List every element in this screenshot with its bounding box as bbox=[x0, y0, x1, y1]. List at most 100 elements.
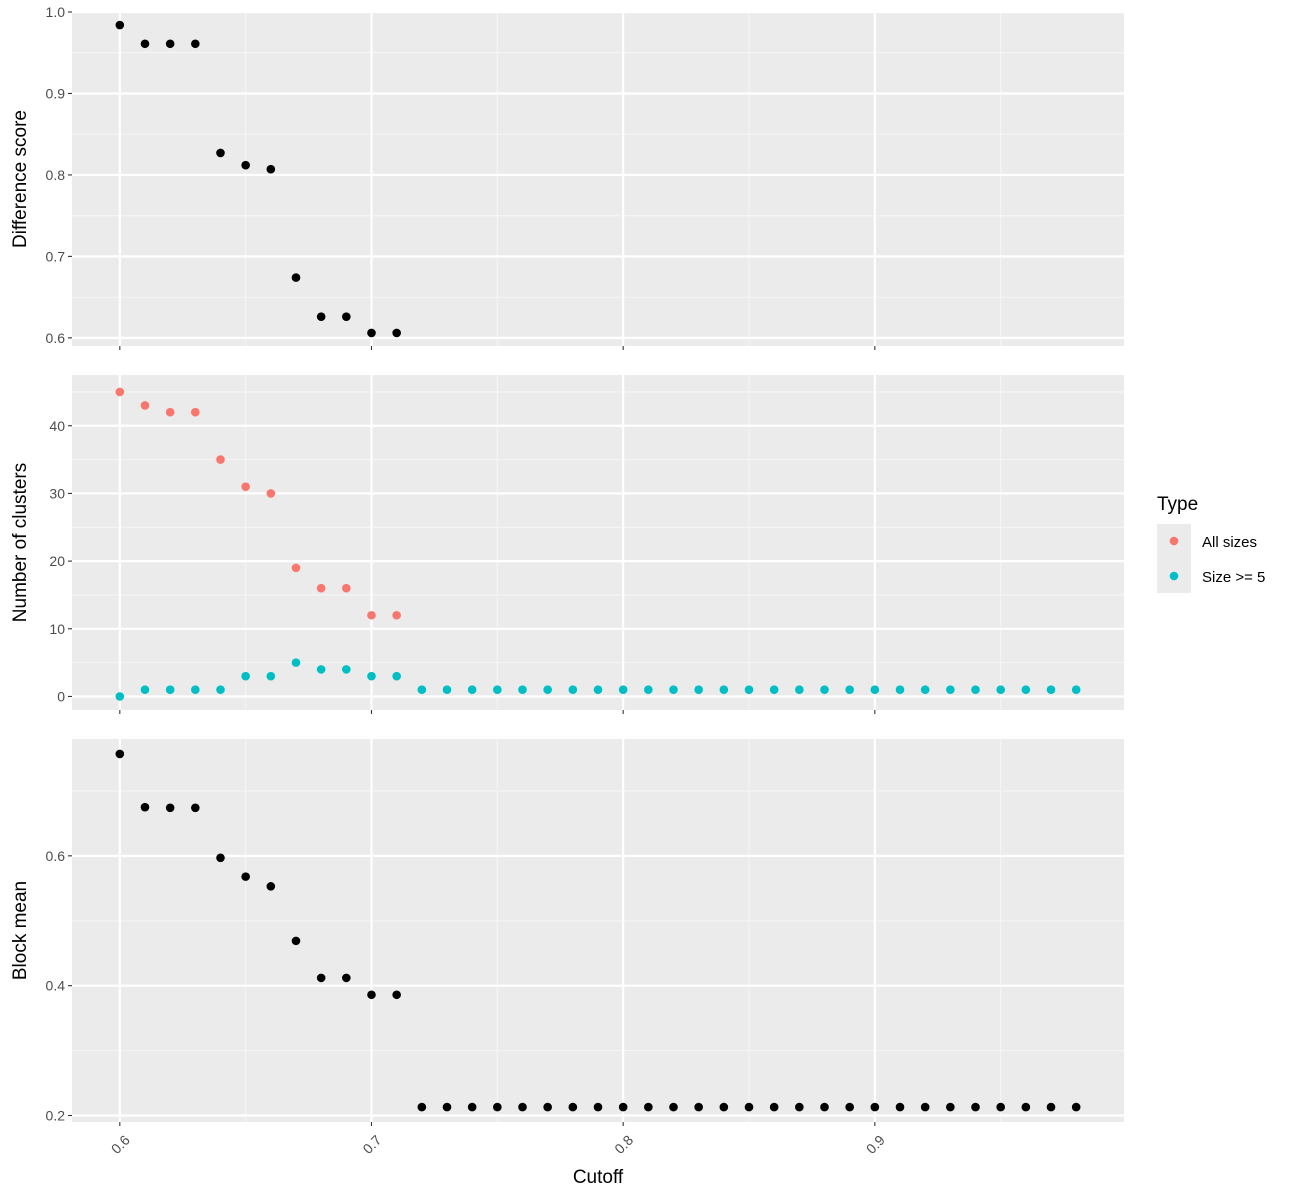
data-point bbox=[115, 749, 125, 759]
data-point bbox=[241, 482, 250, 491]
data-point bbox=[895, 1102, 905, 1112]
y-tick-label: 0.8 bbox=[46, 167, 66, 183]
data-point bbox=[291, 273, 301, 282]
data-point bbox=[291, 658, 301, 667]
data-point bbox=[140, 401, 150, 410]
data-point bbox=[342, 665, 351, 674]
data-point bbox=[367, 328, 376, 338]
data-point bbox=[467, 685, 477, 694]
data-point bbox=[140, 685, 150, 694]
data-point bbox=[342, 973, 351, 983]
data-point bbox=[568, 1102, 578, 1112]
data-point bbox=[367, 671, 376, 681]
data-point bbox=[493, 685, 502, 694]
data-point bbox=[593, 685, 603, 694]
y-tick-label: 0.6 bbox=[46, 848, 66, 864]
y-tick-label: 10 bbox=[49, 621, 65, 637]
data-point bbox=[165, 407, 175, 417]
data-point bbox=[266, 489, 276, 498]
data-point bbox=[845, 1102, 854, 1112]
data-point bbox=[744, 1102, 754, 1112]
data-point bbox=[1021, 1102, 1031, 1112]
data-point bbox=[568, 685, 578, 694]
data-point bbox=[316, 583, 326, 593]
data-point bbox=[518, 1102, 527, 1112]
x-axis-title: Cutoff bbox=[573, 1167, 624, 1188]
data-point bbox=[266, 882, 276, 891]
y-tick-label: 0.4 bbox=[46, 978, 66, 994]
data-point bbox=[820, 685, 829, 694]
data-point bbox=[971, 685, 980, 694]
data-point bbox=[996, 1102, 1005, 1112]
y-tick-label: 0.6 bbox=[46, 330, 66, 346]
data-point bbox=[996, 685, 1005, 694]
data-point bbox=[493, 1102, 502, 1112]
panel-background bbox=[72, 12, 1124, 346]
series-points-0 bbox=[115, 20, 401, 338]
y-tick-label: 40 bbox=[49, 418, 65, 434]
data-point bbox=[165, 685, 175, 694]
data-point bbox=[367, 610, 376, 620]
data-point bbox=[241, 671, 250, 681]
data-point bbox=[392, 610, 401, 620]
series-all-sizes bbox=[115, 387, 401, 620]
data-point bbox=[920, 1102, 930, 1112]
data-point bbox=[191, 803, 200, 813]
panel-background bbox=[72, 375, 1124, 710]
series-points-0 bbox=[115, 749, 1081, 1112]
data-point bbox=[820, 1102, 829, 1112]
data-point bbox=[644, 685, 653, 694]
data-point bbox=[115, 387, 125, 397]
data-point bbox=[165, 39, 175, 49]
y-tick-label: 0.7 bbox=[46, 248, 66, 264]
data-point bbox=[1071, 685, 1081, 694]
data-point bbox=[316, 665, 326, 674]
data-point bbox=[1046, 685, 1056, 694]
data-point bbox=[342, 312, 351, 321]
data-point bbox=[367, 990, 376, 1000]
panels: 0.6 0.7 0.8 0.9 1.0 Difference score 0 10 20 30 40… bbox=[10, 4, 1124, 1126]
data-point bbox=[669, 685, 678, 694]
data-point bbox=[845, 685, 854, 694]
data-point bbox=[266, 164, 276, 174]
y-tick-label: 0.2 bbox=[46, 1108, 66, 1124]
data-point bbox=[1046, 1102, 1056, 1112]
data-point bbox=[216, 455, 225, 464]
data-point bbox=[543, 1102, 552, 1112]
panel-background bbox=[72, 739, 1124, 1122]
legend: Type All sizes Size >= 5 bbox=[1157, 494, 1265, 593]
data-point bbox=[719, 1102, 729, 1112]
x-tick-label: 0.7 bbox=[359, 1132, 384, 1157]
data-point bbox=[644, 1102, 653, 1112]
y-tick-label: 20 bbox=[49, 553, 65, 569]
legend-key-size-ge-5 bbox=[1169, 571, 1179, 581]
data-point bbox=[291, 936, 301, 946]
data-point bbox=[115, 692, 125, 701]
data-point bbox=[1021, 685, 1031, 694]
x-tick-label: 0.6 bbox=[108, 1132, 133, 1157]
data-point bbox=[971, 1102, 980, 1112]
data-point bbox=[795, 1102, 804, 1112]
data-point bbox=[140, 39, 150, 49]
data-point bbox=[216, 685, 225, 694]
data-point bbox=[543, 685, 552, 694]
data-point bbox=[694, 1102, 703, 1112]
data-point bbox=[392, 671, 401, 681]
shared-x-axis: 0.6 0.7 0.8 0.9 bbox=[108, 1132, 888, 1157]
legend-key-background bbox=[1157, 524, 1191, 593]
data-point bbox=[870, 685, 880, 694]
data-point bbox=[744, 685, 754, 694]
y-axis-title: Difference score bbox=[10, 110, 31, 248]
panel-number-of-clusters: 0 10 20 30 40 Number of clusters bbox=[10, 375, 1124, 714]
x-tick-label: 0.9 bbox=[863, 1132, 888, 1157]
y-tick-label: 30 bbox=[49, 485, 65, 501]
data-point bbox=[191, 39, 200, 49]
data-point bbox=[719, 685, 729, 694]
data-point bbox=[946, 685, 955, 694]
y-tick-label: 0.9 bbox=[46, 85, 66, 101]
data-point bbox=[920, 685, 930, 694]
data-point bbox=[216, 853, 225, 863]
data-point bbox=[518, 685, 527, 694]
data-point bbox=[1071, 1102, 1081, 1112]
